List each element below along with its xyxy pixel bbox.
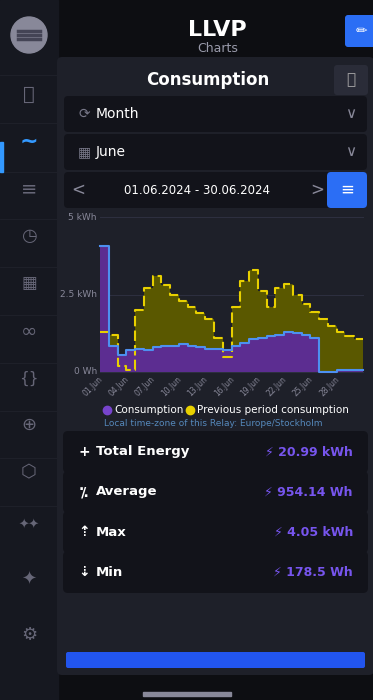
- Text: Local time-zone of this Relay: Europe/Stockholm: Local time-zone of this Relay: Europe/St…: [104, 419, 323, 428]
- Text: 01.Jun: 01.Jun: [81, 375, 104, 398]
- Text: ⁒: ⁒: [80, 485, 88, 499]
- Text: 🔔: 🔔: [23, 85, 35, 104]
- Text: ⚡ 178.5 Wh: ⚡ 178.5 Wh: [273, 566, 353, 578]
- Text: ~: ~: [20, 132, 38, 152]
- Text: ⚡ 954.14 Wh: ⚡ 954.14 Wh: [264, 486, 353, 498]
- Text: ⬡: ⬡: [21, 463, 37, 481]
- FancyBboxPatch shape: [63, 471, 368, 513]
- Text: ✦✦: ✦✦: [19, 519, 40, 531]
- FancyBboxPatch shape: [66, 652, 365, 668]
- Text: ≡: ≡: [21, 179, 37, 199]
- FancyBboxPatch shape: [64, 134, 367, 170]
- FancyBboxPatch shape: [327, 172, 367, 208]
- Text: 07.Jun: 07.Jun: [134, 375, 157, 398]
- FancyBboxPatch shape: [345, 15, 373, 47]
- Text: ∞: ∞: [21, 321, 37, 340]
- FancyBboxPatch shape: [57, 57, 373, 675]
- Text: 22.Jun: 22.Jun: [265, 375, 288, 398]
- Text: ⚙: ⚙: [21, 626, 37, 644]
- FancyBboxPatch shape: [64, 172, 331, 208]
- Text: ∨: ∨: [345, 106, 357, 122]
- Text: Consumption: Consumption: [114, 405, 184, 415]
- Text: ∨: ∨: [345, 144, 357, 160]
- Text: ✦: ✦: [21, 571, 37, 589]
- Text: Month: Month: [96, 107, 140, 121]
- FancyBboxPatch shape: [63, 431, 368, 473]
- Text: 19.Jun: 19.Jun: [239, 375, 262, 398]
- Text: ⚡ 20.99 kWh: ⚡ 20.99 kWh: [265, 445, 353, 458]
- Text: ✏: ✏: [355, 24, 367, 38]
- Bar: [143, 692, 231, 696]
- Text: Max: Max: [96, 526, 127, 538]
- FancyBboxPatch shape: [64, 96, 367, 132]
- FancyBboxPatch shape: [63, 551, 368, 593]
- Text: Average: Average: [96, 486, 157, 498]
- Text: LLVP: LLVP: [188, 20, 247, 40]
- Text: 13.Jun: 13.Jun: [186, 375, 210, 398]
- Text: Min: Min: [96, 566, 123, 578]
- Text: ⤢: ⤢: [347, 73, 355, 88]
- Text: ⇡: ⇡: [78, 525, 90, 539]
- FancyBboxPatch shape: [63, 511, 368, 553]
- Text: ≡: ≡: [340, 181, 354, 199]
- Text: ⟳: ⟳: [78, 107, 90, 121]
- Text: June: June: [96, 145, 126, 159]
- Text: ⇣: ⇣: [78, 565, 90, 579]
- Circle shape: [11, 17, 47, 53]
- Text: Consumption: Consumption: [146, 71, 269, 89]
- Bar: [0, 0, 58, 700]
- Text: +: +: [78, 445, 90, 459]
- Bar: [0, 142, 3, 172]
- Text: {}: {}: [19, 370, 39, 386]
- Text: 5 kWh: 5 kWh: [69, 213, 97, 221]
- Polygon shape: [100, 270, 363, 372]
- Text: 0 Wh: 0 Wh: [74, 368, 97, 377]
- FancyBboxPatch shape: [334, 65, 368, 95]
- Text: Total Energy: Total Energy: [96, 445, 189, 458]
- Text: 2.5 kWh: 2.5 kWh: [60, 290, 97, 299]
- Text: 01.06.2024 - 30.06.2024: 01.06.2024 - 30.06.2024: [125, 183, 270, 197]
- Text: 25.Jun: 25.Jun: [291, 375, 315, 398]
- Text: ⊕: ⊕: [21, 416, 37, 434]
- Polygon shape: [100, 246, 363, 372]
- Text: 04.Jun: 04.Jun: [107, 375, 131, 398]
- Text: <: <: [71, 181, 85, 199]
- Text: 16.Jun: 16.Jun: [213, 375, 236, 398]
- Text: Previous period consumption: Previous period consumption: [197, 405, 349, 415]
- Text: 10.Jun: 10.Jun: [160, 375, 183, 398]
- Text: ▦: ▦: [21, 274, 37, 292]
- Text: ⚡ 4.05 kWh: ⚡ 4.05 kWh: [274, 526, 353, 538]
- Text: >: >: [310, 181, 324, 199]
- Text: 28.Jun: 28.Jun: [318, 375, 341, 398]
- Text: ◷: ◷: [21, 227, 37, 245]
- Text: ▦: ▦: [78, 145, 91, 159]
- Text: Charts: Charts: [197, 43, 238, 55]
